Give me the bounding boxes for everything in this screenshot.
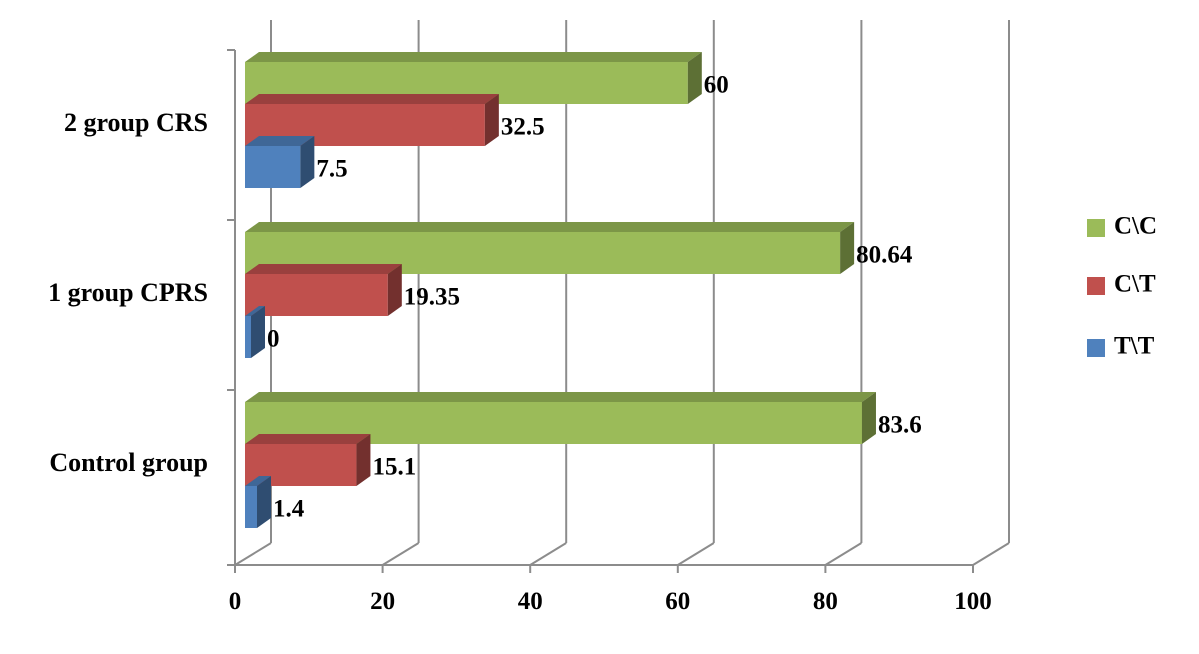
data-label: 19.35 — [404, 284, 460, 311]
legend-label: C\C — [1114, 213, 1157, 240]
bar-top — [245, 264, 402, 274]
bar-1-group-cprs-series-0 — [245, 316, 251, 358]
floor-line-80 — [824, 542, 862, 566]
category-labels: Control group 1 group CPRS 2 group CRS — [48, 108, 208, 477]
bar-end — [687, 52, 702, 104]
bar-top — [245, 306, 265, 316]
legend: C\C C\T T\T — [1087, 213, 1157, 360]
x-tick-label: 60 — [665, 588, 690, 615]
floor-line-20 — [382, 542, 420, 566]
bar-end — [840, 222, 855, 274]
data-label: 83.6 — [878, 412, 922, 439]
bar-top — [245, 136, 315, 146]
category-label: Control group — [49, 448, 208, 477]
bar-end — [257, 476, 271, 528]
category-label: 1 group CPRS — [48, 278, 208, 307]
bar-top — [245, 392, 876, 402]
data-label: 7.5 — [316, 156, 347, 183]
x-tick-label: 100 — [954, 588, 992, 615]
x-tick-label: 0 — [229, 588, 242, 615]
bar-end — [300, 136, 315, 188]
legend-label: C\T — [1114, 271, 1156, 298]
data-label: 32.5 — [501, 114, 545, 141]
x-tick-label: 80 — [813, 588, 838, 615]
legend-swatch — [1087, 339, 1105, 357]
bar-1-group-cprs-series-1 — [245, 274, 388, 316]
bars — [245, 52, 876, 528]
floor-line-40 — [529, 542, 567, 566]
bar-top — [245, 52, 702, 62]
bar-control-group-series-0 — [245, 486, 257, 528]
data-label: 80.64 — [856, 242, 913, 269]
floor-line-60 — [677, 542, 715, 566]
x-tick-label: 40 — [518, 588, 543, 615]
data-label: 0 — [267, 326, 280, 353]
bar-end — [484, 94, 499, 146]
x-tick-label: 20 — [370, 588, 395, 615]
legend-swatch — [1087, 219, 1105, 237]
data-label: 60 — [704, 72, 729, 99]
data-label: 1.4 — [273, 496, 305, 523]
legend-label: T\T — [1114, 333, 1155, 360]
bar-top — [245, 434, 371, 444]
bar-end — [861, 392, 876, 444]
bar-end — [387, 264, 402, 316]
bar-top — [245, 94, 499, 104]
bar-end — [356, 434, 371, 486]
bar-end — [251, 306, 265, 358]
bar-top — [245, 476, 271, 486]
bar-top — [245, 222, 855, 232]
floor-line-0 — [234, 542, 272, 566]
legend-swatch — [1087, 277, 1105, 295]
x-axis-ticks: 0 20 40 60 80 100 — [229, 588, 992, 615]
data-label: 15.1 — [372, 454, 416, 481]
data-labels: 83.6 15.1 1.4 80.64 19.35 0 60 32.5 7.5 — [267, 72, 922, 523]
bar-2-group-crs-series-0 — [245, 146, 301, 188]
floor-line-100 — [972, 542, 1010, 566]
category-label: 2 group CRS — [64, 108, 208, 137]
